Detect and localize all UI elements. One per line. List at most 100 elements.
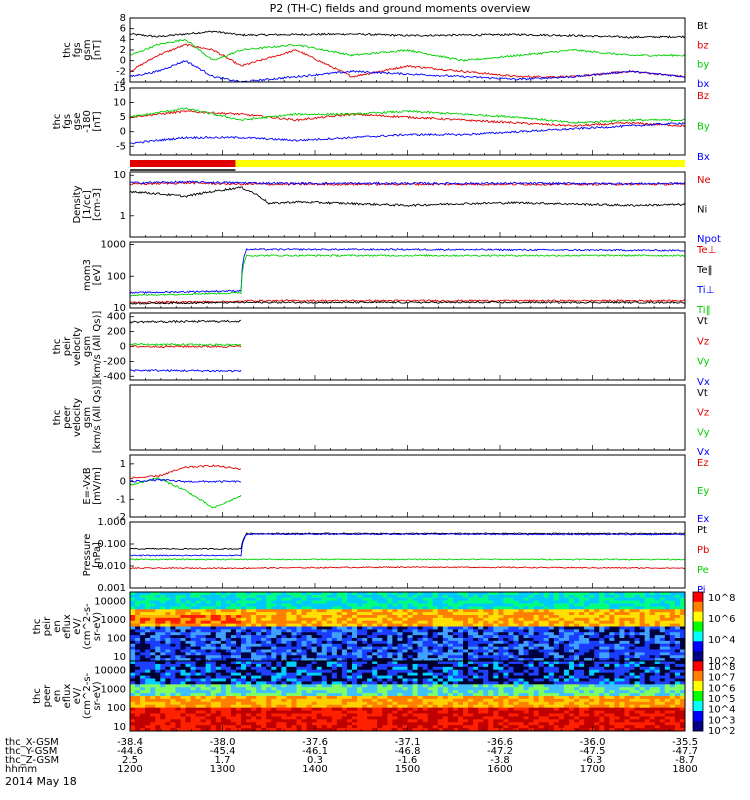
spectrogram-cell — [488, 663, 494, 668]
spectrogram-cell — [523, 661, 530, 665]
spectrogram-cell — [387, 687, 393, 691]
spectrogram-cell — [301, 612, 308, 616]
spectrogram-cell — [669, 663, 676, 668]
spectrogram-cell — [644, 629, 651, 633]
spectrogram-cell — [261, 661, 267, 665]
spectrogram-cell — [352, 646, 358, 650]
legend-Pb: Pb — [697, 545, 709, 556]
spectrogram-cell — [422, 672, 429, 677]
y-axis-label-line: thc — [52, 339, 63, 355]
spectrogram-cell — [447, 643, 454, 648]
spectrogram-cell — [579, 663, 585, 668]
spectrogram-cell — [185, 635, 192, 639]
spectrogram-cell — [382, 698, 388, 703]
spectrogram-cell — [346, 635, 353, 639]
spectrogram-cell — [306, 638, 313, 642]
spectrogram-cell — [639, 701, 646, 706]
spectrogram-cell — [473, 649, 479, 653]
spectrogram-cell — [170, 652, 176, 656]
spectrogram-cell — [644, 635, 651, 639]
spectrogram-cell — [180, 606, 186, 610]
spectrogram-cell — [659, 684, 666, 688]
spectrogram-cell — [589, 649, 595, 653]
spectrogram-cell — [387, 698, 393, 703]
spectrogram-cell — [468, 612, 474, 616]
spectrogram-cell — [447, 684, 454, 688]
spectrogram-cell — [357, 649, 363, 653]
spectrogram-cell — [609, 623, 615, 627]
spectrogram-cell — [599, 684, 605, 688]
spectrogram-cell — [276, 661, 282, 665]
spectrogram-cell — [427, 629, 434, 633]
spectrogram-cell — [241, 609, 247, 613]
spectrogram-cell — [291, 649, 297, 653]
spectrogram-cell — [594, 663, 600, 668]
spectrogram-cell — [579, 696, 585, 700]
spectrogram-cell — [427, 606, 434, 610]
spectrogram-cell — [180, 696, 186, 700]
spectrogram-cell — [503, 646, 509, 650]
spectrogram-cell — [543, 684, 550, 688]
spectrogram-cell — [493, 646, 499, 650]
spectrogram-cell — [624, 701, 630, 706]
spectrogram-cell — [165, 684, 171, 688]
spectrogram-cell — [321, 594, 328, 599]
spectrogram-cell — [311, 600, 318, 604]
spectrogram-cell — [437, 609, 444, 613]
spectrogram-cell — [341, 701, 348, 706]
spectrogram-cell — [553, 655, 560, 659]
spectrogram-cell — [286, 661, 292, 665]
spectrogram-cell — [195, 678, 202, 682]
spectrogram-cell — [634, 617, 641, 622]
spectrogram-cell — [362, 655, 368, 659]
spectrogram-cell — [261, 620, 267, 625]
spectrogram-cell — [276, 609, 282, 613]
spectrogram-cell — [225, 629, 232, 633]
spectrogram-cell — [503, 672, 509, 677]
spectrogram-cell — [377, 687, 383, 691]
spectrogram-cell — [341, 655, 348, 659]
spectrogram-cell — [220, 681, 227, 685]
spectrogram-cell — [140, 609, 146, 613]
y-tick-label: 0 — [120, 477, 126, 488]
spectrogram-cell — [664, 669, 671, 674]
spectrogram-cell — [447, 663, 454, 668]
spectrogram-cell — [518, 620, 525, 625]
spectrogram-cell — [160, 620, 166, 625]
spectrogram-cell — [392, 626, 398, 630]
spectrogram-cell — [553, 669, 560, 674]
spectrogram-cell — [644, 661, 651, 665]
spectrogram-cell — [619, 609, 625, 613]
spectrogram-cell — [624, 681, 630, 685]
spectrogram-cell — [210, 606, 217, 610]
spectrogram-cell — [548, 606, 555, 610]
spectrogram-cell — [150, 629, 156, 633]
spectrogram-cell — [296, 666, 303, 671]
spectrogram-cell — [594, 592, 600, 596]
spectrogram-cell — [669, 640, 676, 645]
spectrogram-cell — [291, 655, 297, 659]
spectrogram-cell — [664, 635, 671, 639]
spectrogram-cell — [498, 594, 504, 599]
spectrogram-cell — [674, 669, 681, 674]
spectrogram-cell — [326, 606, 333, 610]
spectrogram-cell — [523, 652, 530, 656]
spectrogram-cell — [246, 629, 252, 633]
spectrogram-cell — [276, 646, 282, 650]
spectrogram-cell — [452, 693, 459, 697]
spectrogram-cell — [230, 698, 237, 703]
spectrogram-cell — [417, 678, 424, 682]
spectrogram-cell — [584, 684, 590, 688]
spectrogram-cell — [286, 600, 292, 604]
spectrogram-cell — [528, 617, 535, 622]
spectrogram-cell — [412, 617, 419, 622]
spectrogram-cell — [140, 592, 146, 596]
spectrogram-cell — [352, 617, 358, 622]
spectrogram-cell — [427, 640, 434, 645]
spectrogram-cell — [165, 661, 171, 665]
spectrogram-cell — [558, 652, 565, 656]
spectrogram-cell — [599, 626, 605, 630]
spectrogram-cell — [629, 620, 636, 625]
spectrogram-cell — [130, 690, 136, 694]
spectrogram-cell — [251, 606, 257, 610]
